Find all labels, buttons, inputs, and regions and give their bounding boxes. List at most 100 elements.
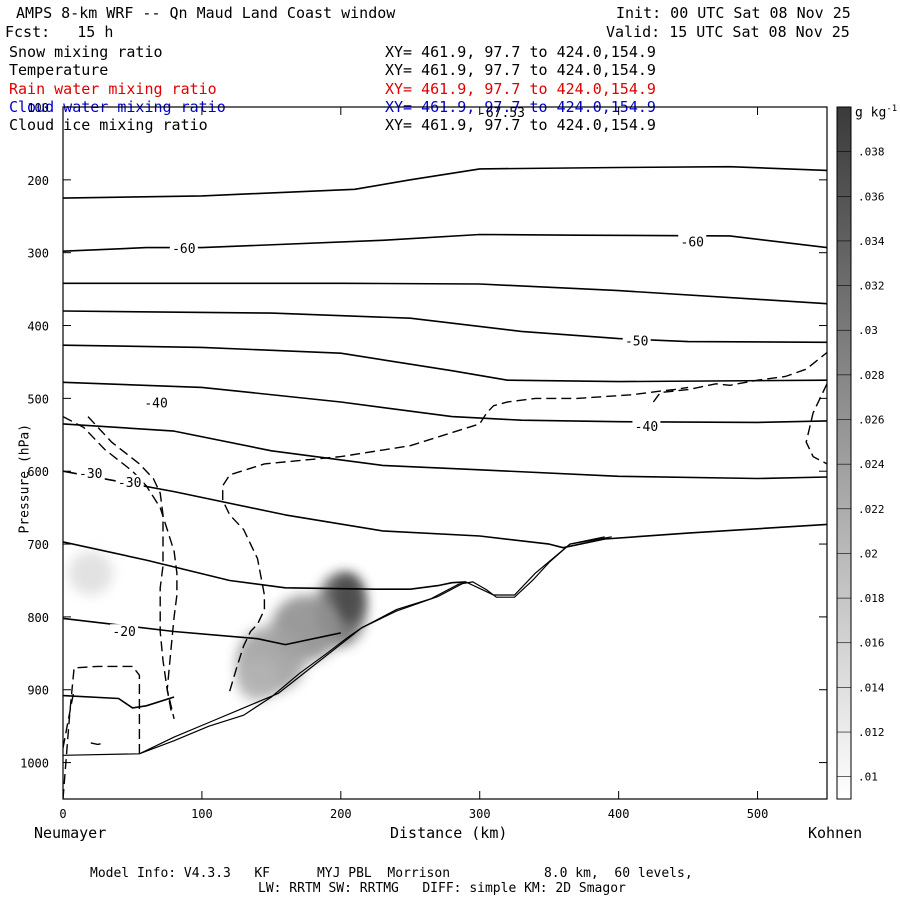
- colorbar-label: .01: [858, 771, 878, 784]
- y-tick-label: 400: [27, 320, 49, 334]
- init-time: Init: 00 UTC Sat 08 Nov 25: [616, 4, 851, 22]
- y-tick-label: 500: [27, 392, 49, 406]
- isotherm-line: [63, 282, 827, 305]
- colorbar-label: .022: [858, 503, 885, 516]
- colorbar-label: .038: [858, 146, 885, 159]
- temperature-contours: [63, 165, 827, 709]
- temp-label: -60: [172, 242, 195, 257]
- temp-label: -30: [79, 467, 102, 482]
- isotherm-line: [63, 423, 827, 480]
- field-name-rain: Rain water mixing ratio: [9, 80, 217, 98]
- cloud-ice-line: [652, 351, 827, 403]
- temp-label-bg: [115, 474, 144, 489]
- temperature-labels: -60 -60 -50 -40 -40 -30 -30 -20: [76, 234, 707, 640]
- colorbar-ramp: [836, 106, 852, 800]
- y-tick-label: 300: [27, 247, 49, 261]
- colorbar-label: .018: [858, 592, 885, 605]
- isotherm-line: [63, 694, 175, 709]
- cloud-ice-line: [805, 383, 827, 465]
- field-xy-rain: XY= 461.9, 97.7 to 424.0,154.9: [385, 80, 656, 98]
- temp-label-bg: [678, 234, 707, 249]
- y-tick-label: 700: [27, 538, 49, 552]
- xlabel: Distance (km): [390, 824, 508, 842]
- colorbar-label: .03: [858, 324, 878, 337]
- y-tick-label: 200: [27, 174, 49, 188]
- valid-time: Valid: 15 UTC Sat 08 Nov 25: [606, 23, 850, 41]
- field-xy-snow: XY= 461.9, 97.7 to 424.0,154.9: [385, 43, 656, 61]
- colorbar-label: .036: [858, 190, 885, 203]
- peak-label: -67.53: [478, 106, 525, 121]
- field-xy-temperature: XY= 461.9, 97.7 to 424.0,154.9: [385, 61, 656, 79]
- colorbar-label: .014: [858, 681, 885, 694]
- temp-label: -50: [625, 335, 648, 350]
- y-tick-label: 900: [27, 684, 49, 698]
- x-tick-label: 100: [191, 807, 213, 821]
- field-xy-cloud-ice: XY= 461.9, 97.7 to 424.0,154.9: [385, 116, 656, 134]
- cloud-ice-line: [63, 415, 178, 720]
- colorbar-unit-exp: -1: [886, 104, 898, 114]
- y-tick-label: 600: [27, 465, 49, 479]
- snow-blob: [68, 551, 114, 596]
- snow-blob: [236, 656, 279, 701]
- colorbar-label: .012: [858, 726, 885, 739]
- temp-label-bg: [142, 395, 171, 410]
- colorbar-label: .034: [858, 235, 885, 248]
- y-tick-label: 800: [27, 611, 49, 625]
- temp-label: -20: [112, 625, 135, 640]
- y-tick-label: 1000: [20, 757, 49, 771]
- x-tick-label: 400: [608, 807, 630, 821]
- colorbar-label: .024: [858, 458, 885, 471]
- isotherm-line: [63, 541, 466, 590]
- snow-blob: [331, 573, 365, 625]
- temp-label: -60: [681, 235, 704, 250]
- temp-label-bg: [76, 466, 105, 481]
- temp-label: -40: [144, 396, 167, 411]
- terrain-line: [63, 536, 605, 756]
- cloud-ice-line: [222, 386, 689, 692]
- ylabel: Pressure (hPa): [17, 423, 33, 534]
- right-station-label: Kohnen: [808, 824, 863, 842]
- temp-label: -40: [635, 420, 658, 435]
- y-tick-label: 100: [27, 101, 49, 115]
- terrain-line: [139, 536, 612, 755]
- x-tick-label: 300: [469, 807, 491, 821]
- forecast-hour: Fcst: 15 h: [5, 23, 114, 41]
- field-name-temperature: Temperature: [9, 61, 109, 79]
- snow-shading: [68, 551, 366, 701]
- isotherm-line: [63, 344, 827, 383]
- x-tick-label: 0: [59, 807, 66, 821]
- plot-frame: [62, 106, 828, 800]
- colorbar: .01 .012 .014 .016 .018 .02 .022 .024 .026 .028 .0…: [836, 106, 885, 800]
- isotherm-line: [63, 165, 827, 199]
- cloud-ice-line: [63, 689, 75, 749]
- footer-physics-info: LW: RRTM SW: RRTMG DIFF: simple KM: 2D S…: [258, 881, 626, 896]
- terrain-outline: [63, 536, 612, 756]
- temp-label-bg: [169, 241, 198, 256]
- colorbar-unit-text: g kg: [855, 105, 887, 121]
- x-tick-label: 500: [747, 807, 769, 821]
- isotherm-line: [63, 381, 827, 424]
- temp-label-bg: [110, 624, 139, 639]
- colorbar-label: .032: [858, 280, 885, 293]
- colorbar-label: .016: [858, 637, 885, 650]
- left-station-label: Neumayer: [34, 824, 107, 842]
- cloud-ice-line: [90, 742, 105, 746]
- cloud-ice-contours: [63, 351, 827, 799]
- isotherm-line: [63, 470, 827, 549]
- colorbar-label: .02: [858, 547, 878, 560]
- field-name-snow: Snow mixing ratio: [9, 43, 163, 61]
- cloud-ice-line: [87, 416, 172, 712]
- temp-label-bg: [622, 333, 651, 348]
- x-tick-label: 200: [330, 807, 352, 821]
- temp-label-bg: [632, 418, 661, 433]
- colorbar-label: .026: [858, 414, 885, 427]
- colorbar-label: .028: [858, 369, 885, 382]
- temp-label: -30: [118, 476, 141, 491]
- isotherm-line: [63, 310, 827, 344]
- colorbar-unit: g kg-1: [855, 102, 897, 120]
- axes: 0 100 200 300 400 500 100 200 300 400 500 600 700 800…: [20, 101, 827, 821]
- chart-title: AMPS 8-km WRF -- Qn Maud Land Coast wind…: [16, 4, 396, 22]
- cloud-ice-line: [63, 665, 141, 799]
- field-name-cloud-ice: Cloud ice mixing ratio: [9, 116, 208, 134]
